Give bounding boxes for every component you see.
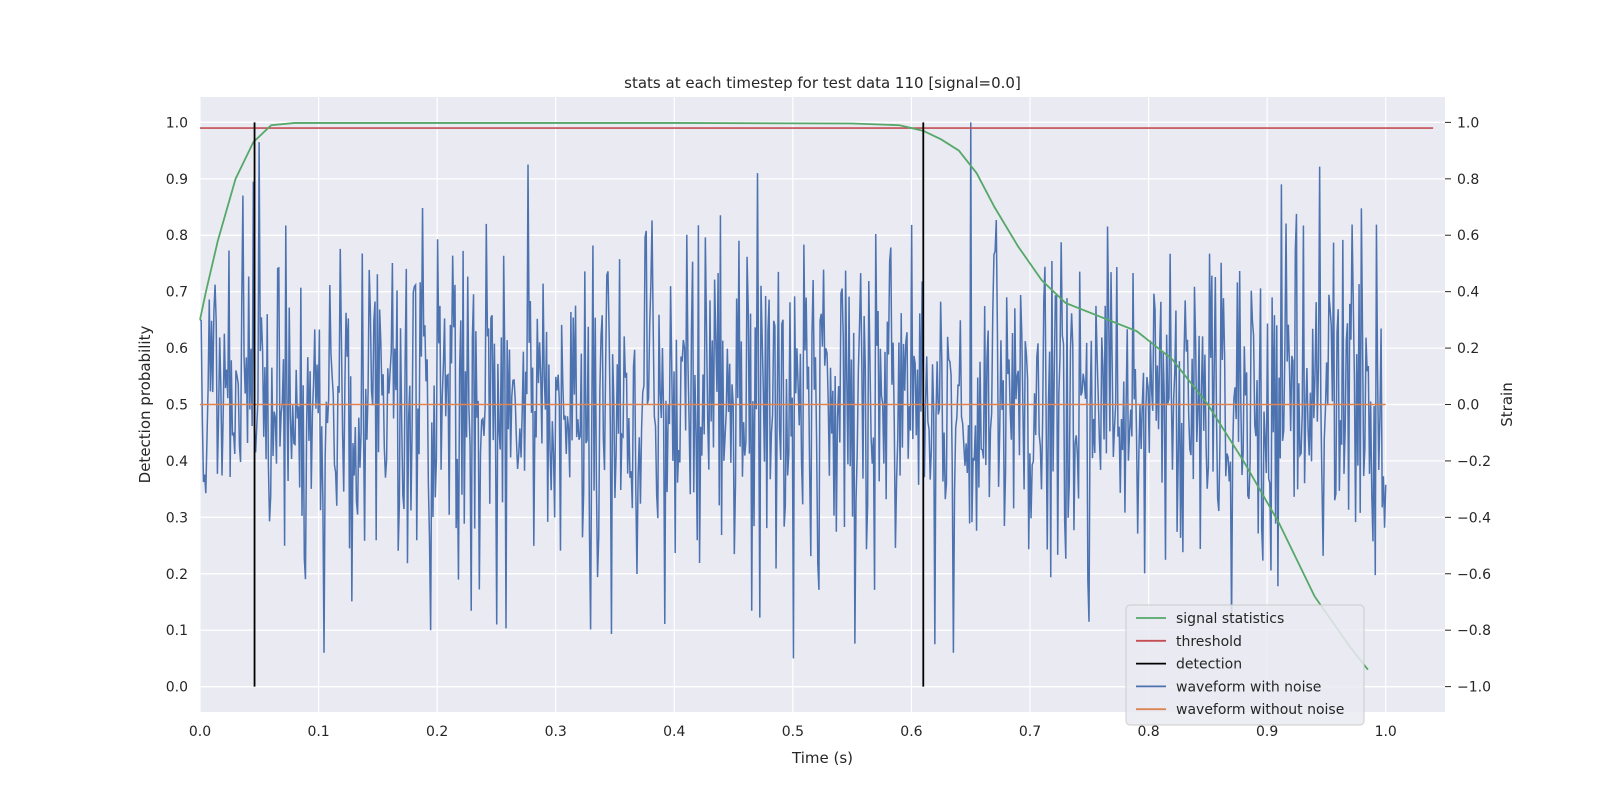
x-tick-label: 0.8: [1137, 724, 1159, 740]
x-tick-label: 0.3: [545, 724, 567, 740]
series-signal-statistics: [199, 122, 1369, 671]
y2-tick-label: −0.6: [1457, 567, 1491, 583]
y2-tick-label: 1.0: [1457, 115, 1479, 131]
x-tick-label: 0.2: [426, 724, 448, 740]
ticks: 0.0 0.1 0.2 0.3 0.4 0.5 0.6 0.7 0.8 0.9 1.0 0.0 0.1 0…: [166, 115, 1491, 740]
x-tick-label: 0.7: [1019, 724, 1041, 740]
y-tick-label: 0.5: [166, 398, 188, 414]
y-tick-label: 0.3: [166, 510, 188, 526]
legend-label: detection: [1176, 657, 1242, 673]
y2-tick-label: 0.0: [1457, 398, 1479, 414]
y-axis-label: Detection probability: [136, 326, 154, 484]
x-axis-label: Time (s): [791, 749, 853, 767]
y2-tick-label: 0.2: [1457, 341, 1479, 357]
chart-title: stats at each timestep for test data 110…: [624, 74, 1021, 92]
y-tick-label: 1.0: [166, 115, 188, 131]
legend-label: signal statistics: [1176, 611, 1284, 627]
x-tick-label: 0.5: [782, 724, 804, 740]
y-tick-label: 0.7: [166, 285, 188, 301]
legend: signal statistics threshold detection wavef…: [1125, 604, 1365, 726]
legend-frame: [1125, 604, 1365, 726]
x-tick-label: 0.1: [307, 724, 329, 740]
y-tick-label: 0.4: [166, 454, 188, 470]
x-tick-label: 0.9: [1256, 724, 1278, 740]
x-tick-label: 0.0: [189, 724, 211, 740]
y2-tick-label: 0.6: [1457, 228, 1479, 244]
y2-tick-label: −0.8: [1457, 623, 1491, 639]
legend-label: waveform without noise: [1176, 702, 1344, 718]
y-tick-label: 0.2: [166, 567, 188, 583]
y2-tick-label: 0.4: [1457, 285, 1479, 301]
y2-axis-label: Strain: [1498, 382, 1516, 426]
legend-label: waveform with noise: [1176, 679, 1321, 695]
y-tick-label: 0.1: [166, 623, 188, 639]
y-tick-label: 0.0: [166, 680, 188, 696]
y-tick-label: 0.6: [166, 341, 188, 357]
legend-label: threshold: [1176, 634, 1242, 650]
x-tick-label: 0.4: [663, 724, 685, 740]
series-waveform-with-noise: [199, 122, 1387, 659]
y2-tick-label: −1.0: [1457, 680, 1491, 696]
y2-tick-label: −0.2: [1457, 454, 1491, 470]
series-layer: [199, 122, 1434, 687]
y2-tick-label: −0.4: [1457, 510, 1491, 526]
x-tick-label: 1.0: [1375, 724, 1397, 740]
y-tick-label: 0.8: [166, 228, 188, 244]
x-tick-label: 0.6: [900, 724, 922, 740]
y-tick-label: 0.9: [166, 172, 188, 188]
y2-tick-label: 0.8: [1457, 172, 1479, 188]
